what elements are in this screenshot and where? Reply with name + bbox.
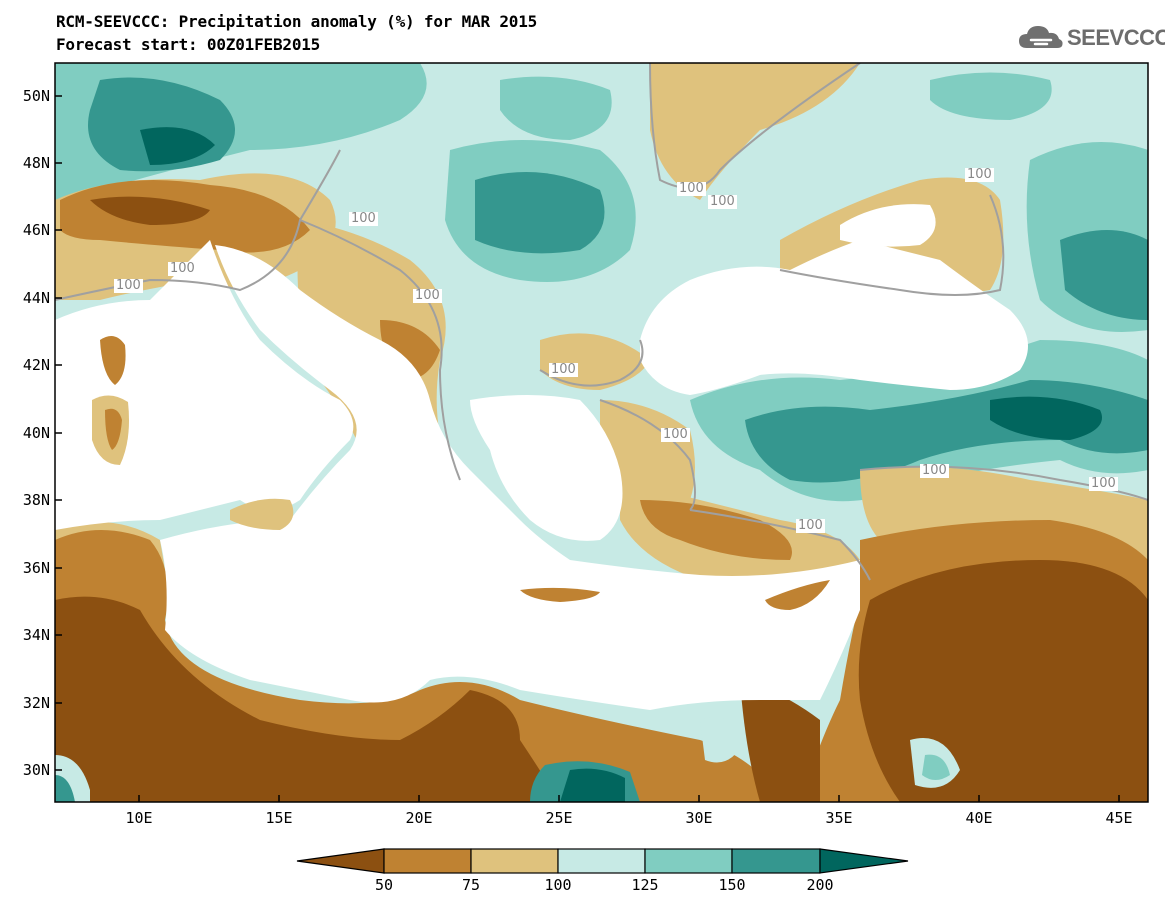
colorbar-label-100: 100 bbox=[544, 876, 572, 894]
lat-label-32n: 32N bbox=[22, 694, 50, 712]
lat-label-36n: 36N bbox=[22, 559, 50, 577]
lon-ticks bbox=[138, 795, 1120, 802]
contour-label: 100 bbox=[677, 181, 706, 196]
lon-label-15e: 15E bbox=[265, 809, 293, 827]
contour-label: 100 bbox=[413, 288, 442, 303]
lat-label-34n: 34N bbox=[22, 626, 50, 644]
contour-label: 100 bbox=[1089, 476, 1118, 491]
map-title: RCM-SEEVCCC: Precipitation anomaly (%) f… bbox=[56, 12, 538, 31]
lat-ticks bbox=[55, 95, 62, 771]
contour-label: 100 bbox=[349, 211, 378, 226]
logo-text: SEEVCCC bbox=[1067, 25, 1165, 50]
colorbar-125-150 bbox=[644, 848, 733, 874]
lon-label-40e: 40E bbox=[965, 809, 993, 827]
colorbar-below-50 bbox=[296, 848, 385, 874]
lon-label-35e: 35E bbox=[825, 809, 853, 827]
lat-label-46n: 46N bbox=[22, 221, 50, 239]
lat-label-44n: 44N bbox=[22, 289, 50, 307]
contour-label: 100 bbox=[661, 427, 690, 442]
colorbar-75-100 bbox=[470, 848, 559, 874]
forecast-start-label: Forecast start: 00Z01FEB2015 bbox=[56, 35, 321, 54]
colorbar-150-200 bbox=[731, 848, 821, 874]
lat-label-30n: 30N bbox=[22, 761, 50, 779]
lat-label-48n: 48N bbox=[22, 154, 50, 172]
colorbar-label-75: 75 bbox=[461, 876, 481, 894]
colorbar-label-150: 150 bbox=[718, 876, 746, 894]
cloud-logo-icon bbox=[1019, 26, 1063, 48]
lat-label-38n: 38N bbox=[22, 491, 50, 509]
contour-label: 100 bbox=[114, 278, 143, 293]
colorbar bbox=[296, 848, 909, 874]
contour-label: 100 bbox=[965, 167, 994, 182]
colorbar-above-200 bbox=[819, 848, 909, 874]
colorbar-50-75 bbox=[383, 848, 472, 874]
lon-label-45e: 45E bbox=[1105, 809, 1133, 827]
colorbar-label-200: 200 bbox=[806, 876, 834, 894]
colorbar-label-125: 125 bbox=[631, 876, 659, 894]
lon-label-10e: 10E bbox=[125, 809, 153, 827]
contour-label: 100 bbox=[549, 362, 578, 377]
lon-label-25e: 25E bbox=[545, 809, 573, 827]
contour-label: 100 bbox=[920, 463, 949, 478]
contour-100-lines bbox=[55, 63, 1148, 581]
lat-label-40n: 40N bbox=[22, 424, 50, 442]
seevccc-logo: SEEVCCC bbox=[1017, 22, 1165, 54]
lat-label-50n: 50N bbox=[22, 87, 50, 105]
anomaly-field bbox=[55, 63, 1148, 802]
lat-label-42n: 42N bbox=[22, 356, 50, 374]
contour-label: 100 bbox=[796, 518, 825, 533]
colorbar-label-50: 50 bbox=[374, 876, 394, 894]
colorbar-100-125 bbox=[557, 848, 646, 874]
lon-label-30e: 30E bbox=[685, 809, 713, 827]
contour-label: 100 bbox=[168, 261, 197, 276]
contour-label: 100 bbox=[708, 194, 737, 209]
lon-label-20e: 20E bbox=[405, 809, 433, 827]
